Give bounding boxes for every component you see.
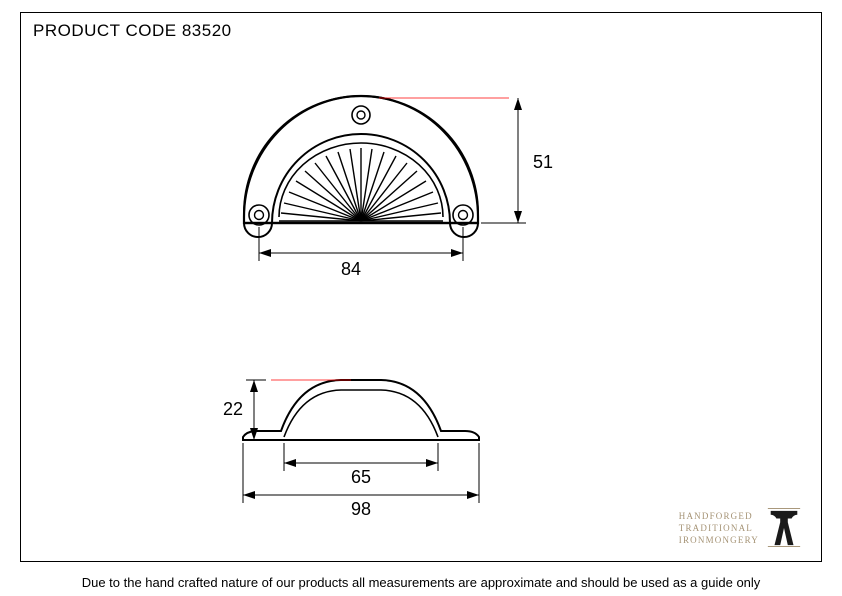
dim-side-inner: 65 xyxy=(284,443,438,487)
dim-side-inner-value: 65 xyxy=(351,467,371,487)
disclaimer-footer: Due to the hand crafted nature of our pr… xyxy=(0,575,842,590)
dim-top-width: 84 xyxy=(259,227,463,279)
dim-top-height: 51 xyxy=(481,98,553,223)
brand-logo-text: HANDFORGED TRADITIONAL IRONMONGERY xyxy=(679,510,759,546)
dim-side-height-value: 22 xyxy=(223,399,243,419)
drawing-frame: PRODUCT CODE 83520 xyxy=(20,12,822,562)
top-view xyxy=(244,96,478,237)
brand-logo: HANDFORGED TRADITIONAL IRONMONGERY xyxy=(679,507,803,549)
dim-top-width-value: 84 xyxy=(341,259,361,279)
side-view xyxy=(243,380,479,440)
brand-line1: HANDFORGED xyxy=(679,510,759,522)
dim-side-overall-value: 98 xyxy=(351,499,371,519)
dim-top-height-value: 51 xyxy=(533,152,553,172)
technical-drawing: 51 84 22 xyxy=(21,13,823,563)
anvil-a-icon xyxy=(765,507,803,549)
brand-line3: IRONMONGERY xyxy=(679,534,759,546)
brand-line2: TRADITIONAL xyxy=(679,522,759,534)
